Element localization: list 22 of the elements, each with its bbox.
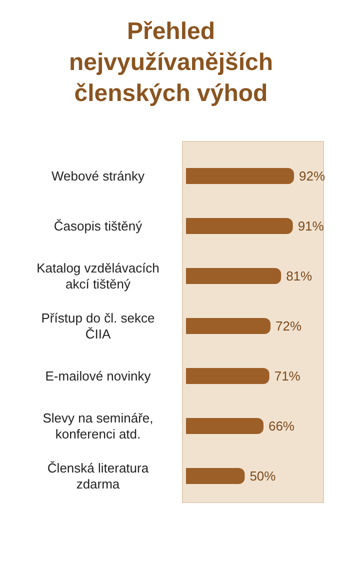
bar — [186, 418, 264, 434]
chart-title: Přehled nejvyužívanějších členských výhod — [68, 17, 274, 109]
bar — [186, 318, 271, 334]
y-tick-label: Katalog vzdělávacích akcí tištěný — [36, 260, 160, 292]
y-tick-label: Slevy na semináře, konferenci atd. — [42, 410, 154, 442]
data-label: 81% — [286, 268, 313, 284]
data-label: 72% — [276, 318, 302, 334]
y-tick-label: Členská literatura zdarma — [47, 460, 150, 492]
y-tick-label: Časopis tištěný — [54, 218, 143, 234]
data-label: 50% — [250, 468, 276, 484]
bar — [186, 468, 245, 484]
bar — [186, 268, 282, 284]
bar — [186, 368, 270, 384]
y-tick-label: Webové stránky — [52, 168, 145, 184]
y-tick-label: Přístup do čl. sekce ČIIA — [41, 310, 155, 342]
data-label: 92% — [299, 168, 326, 184]
bar — [186, 168, 294, 184]
y-tick-label: E-mailové novinky — [45, 368, 152, 384]
bar — [186, 218, 293, 234]
data-label: 71% — [274, 368, 301, 384]
data-label: 91% — [298, 218, 324, 234]
data-label: 66% — [268, 418, 295, 434]
